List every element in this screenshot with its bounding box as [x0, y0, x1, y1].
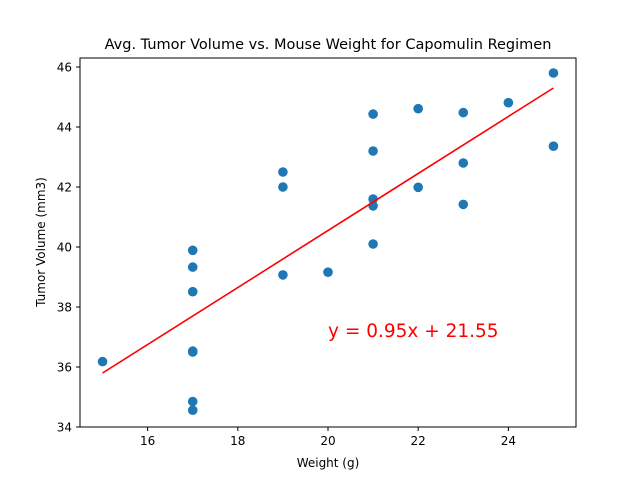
- y-tick-label: 34: [57, 421, 72, 435]
- x-tick-label: 24: [501, 434, 516, 448]
- data-point-1: [187, 405, 198, 416]
- y-axis-label: Tumor Volume (mm3): [34, 177, 48, 308]
- y-axis-ticks: 34 36 38 40 42 44 46: [57, 61, 80, 435]
- y-tick-label: 36: [57, 361, 72, 375]
- data-point-12: [368, 239, 378, 249]
- data-point-24: [548, 68, 559, 78]
- data-point-6: [187, 262, 198, 272]
- y-tick-label: 42: [57, 181, 72, 195]
- data-point-15: [368, 146, 378, 156]
- data-point-5: [187, 286, 198, 297]
- y-tick-label: 46: [57, 61, 72, 75]
- x-tick-label: 20: [320, 434, 335, 448]
- chart-title: Avg. Tumor Volume vs. Mouse Weight for C…: [105, 37, 552, 53]
- data-point-18: [413, 103, 423, 114]
- data-point-19: [458, 199, 469, 210]
- regression-line: [102, 87, 554, 374]
- data-point-21: [458, 107, 469, 118]
- x-axis-label: Weight (g): [297, 456, 360, 470]
- regression-equation: y = 0.95x + 21.55: [328, 321, 499, 342]
- x-tick-label: 22: [411, 434, 426, 448]
- data-point-22: [503, 97, 514, 108]
- data-point-23: [548, 141, 559, 151]
- data-point-0: [97, 356, 108, 367]
- x-tick-label: 16: [140, 434, 155, 448]
- data-point-7: [187, 245, 198, 256]
- plot-area: y = 0.95x + 21.55: [97, 68, 559, 416]
- y-tick-label: 38: [57, 301, 72, 315]
- data-point-9: [278, 182, 288, 192]
- data-point-16: [368, 109, 378, 119]
- data-point-20: [458, 158, 469, 168]
- y-tick-label: 40: [57, 241, 72, 255]
- data-point-10: [278, 167, 288, 177]
- data-point-2: [187, 396, 198, 407]
- data-point-8: [278, 270, 288, 280]
- data-point-4: [187, 346, 198, 356]
- axes-frame: [79, 57, 577, 428]
- data-point-11: [323, 267, 333, 278]
- x-tick-label: 18: [230, 434, 245, 448]
- x-axis-ticks: 16 18 20 22 24: [140, 427, 516, 448]
- data-point-17: [413, 182, 423, 193]
- y-tick-label: 44: [57, 121, 72, 135]
